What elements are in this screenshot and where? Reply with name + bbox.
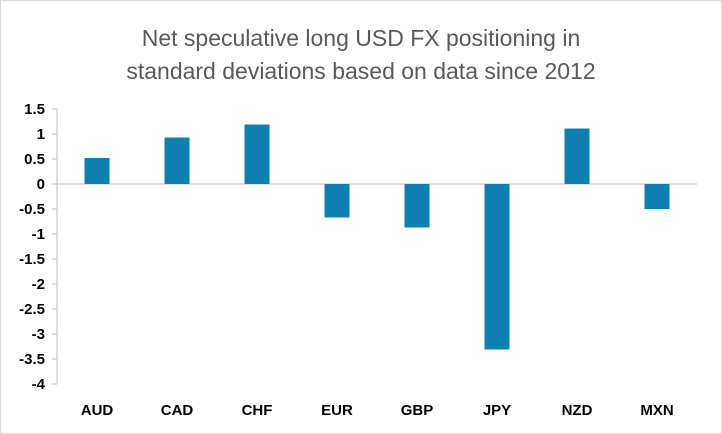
bar-jpy (484, 184, 510, 350)
y-tick-label: 0 (37, 176, 45, 193)
y-tick-label: -2 (32, 276, 45, 293)
y-tick-label: -2.5 (19, 301, 45, 318)
x-tick-label: JPY (483, 402, 511, 419)
bar-gbp (404, 184, 430, 228)
x-tick-label: EUR (321, 402, 353, 419)
chart-title-line-2: standard deviations based on data since … (126, 58, 596, 84)
bar-cad (164, 137, 190, 184)
x-tick-label: GBP (401, 402, 434, 419)
y-tick-label: -1 (32, 226, 45, 243)
y-tick-label: -4 (32, 376, 46, 393)
x-tick-label: CHF (242, 402, 273, 419)
y-tick-label: 0.5 (24, 151, 45, 168)
y-tick-label: 1.5 (24, 101, 45, 118)
y-tick-label: 1 (37, 126, 45, 143)
bar-aud (84, 158, 110, 184)
x-tick-label: MXN (640, 402, 673, 419)
chart-title: Net speculative long USD FX positioning … (0, 22, 722, 88)
bar-nzd (564, 128, 590, 184)
bar-mxn (644, 184, 670, 209)
chart-title-line-1: Net speculative long USD FX positioning … (141, 25, 581, 51)
y-tick-label: -3.5 (19, 351, 45, 368)
y-tick-label: -1.5 (19, 251, 45, 268)
bar-chf (244, 124, 270, 184)
x-tick-label: CAD (161, 402, 194, 419)
x-tick-label: NZD (562, 402, 593, 419)
y-tick-label: -0.5 (19, 201, 45, 218)
bar-eur (324, 184, 350, 218)
x-tick-label: AUD (81, 402, 114, 419)
y-tick-label: -3 (32, 326, 45, 343)
